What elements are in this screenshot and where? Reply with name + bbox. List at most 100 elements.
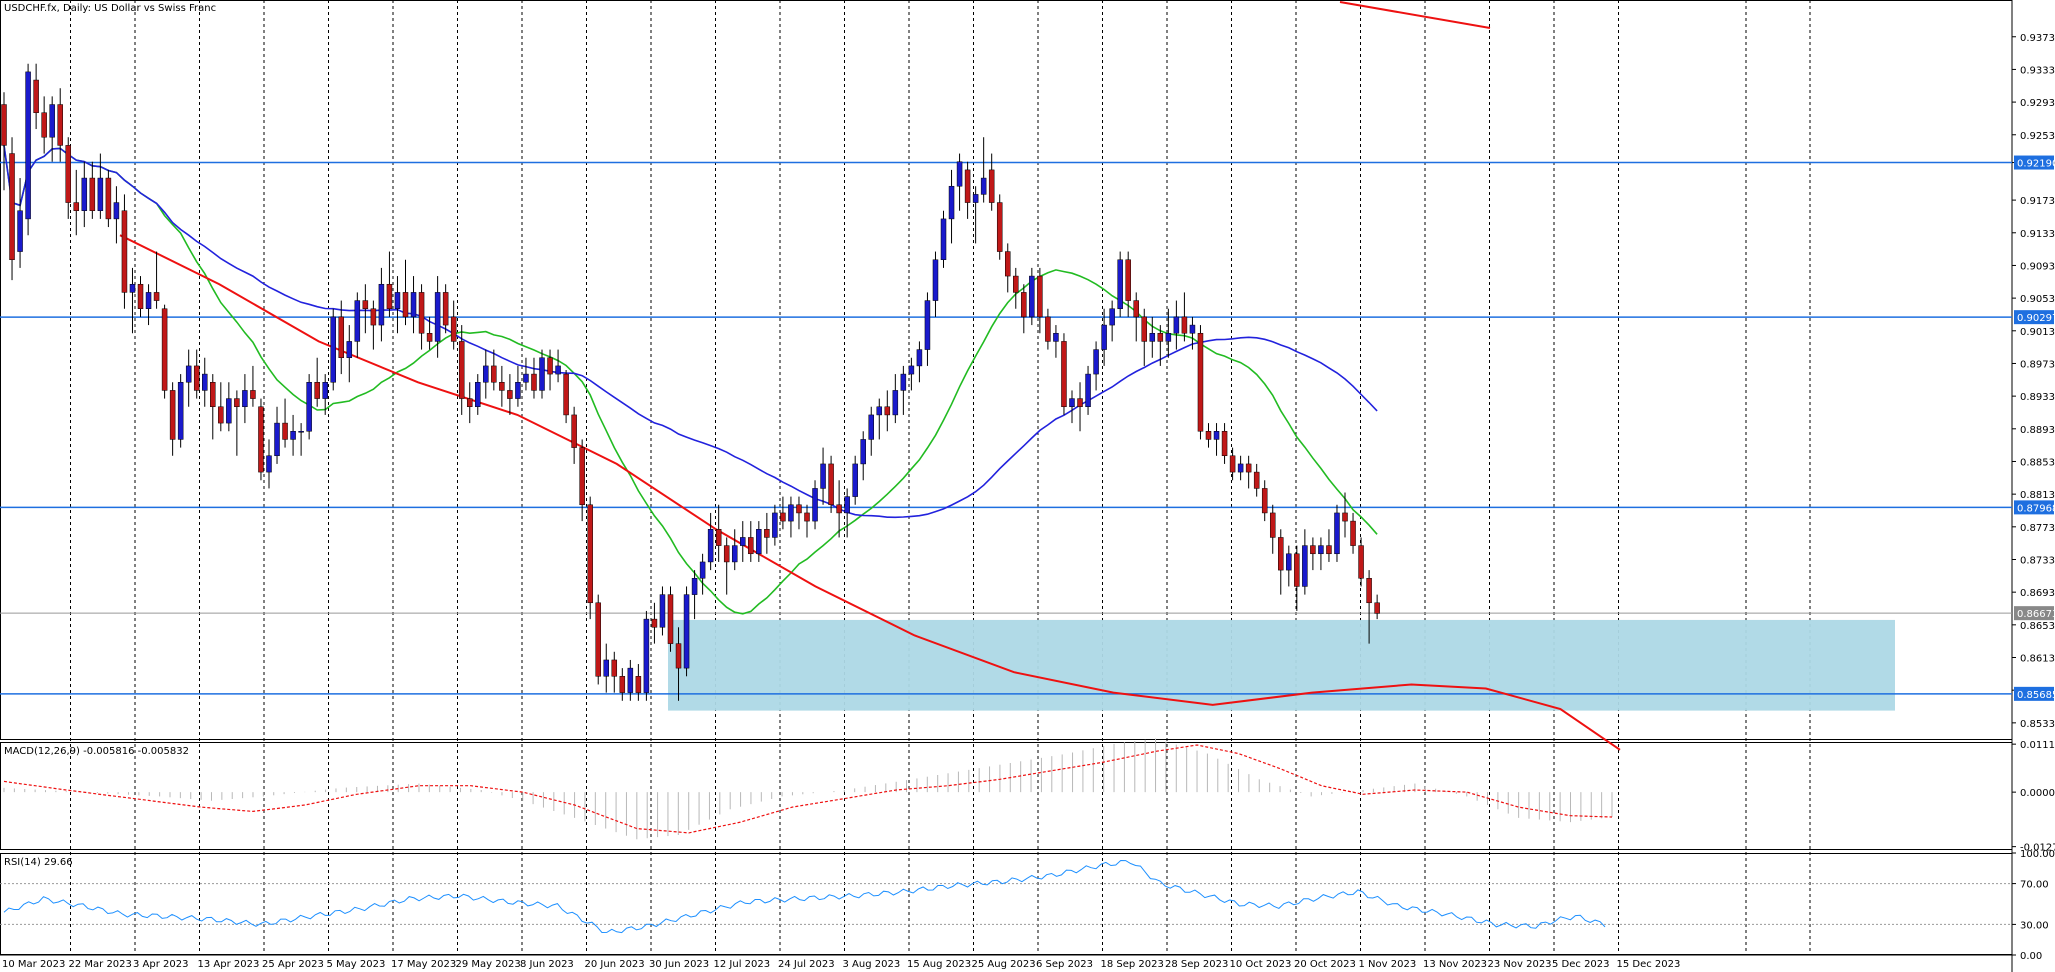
macd-label: MACD(12,26,9) -0.005816 -0.005832 <box>4 746 189 757</box>
candle-body <box>748 537 754 555</box>
candle-body <box>820 463 826 489</box>
candle-body <box>65 145 71 203</box>
rsi-label: RSI(14) 29.66 <box>4 857 73 868</box>
candle-body <box>1302 545 1308 587</box>
candle-body <box>475 382 481 408</box>
candle-body <box>306 382 312 432</box>
candle-body <box>274 422 280 457</box>
candle-body <box>772 512 778 538</box>
candle-body <box>210 382 216 408</box>
level-tag <box>2014 310 2054 325</box>
level-label: 0.92190 <box>2017 159 2055 170</box>
y-tick-label: 30.00 <box>2020 920 2049 931</box>
candle-body <box>691 578 698 595</box>
candle-body <box>1085 373 1091 408</box>
candle-body <box>418 292 425 334</box>
candle-body <box>290 431 296 440</box>
candle-body <box>603 659 609 677</box>
candle-body <box>635 676 642 693</box>
rsi-pane: 100.00 70.00 30.00 0.00 <box>0 849 2055 962</box>
candle-body <box>764 529 770 538</box>
candle-body <box>1 104 7 146</box>
candle-body <box>442 292 449 326</box>
x-tick-label: 3 Aug 2023 <box>843 959 901 970</box>
candle-body <box>868 414 874 440</box>
candle-body <box>1037 275 1043 318</box>
candle-body <box>153 292 160 301</box>
candle-body <box>1229 455 1236 473</box>
candle-body <box>49 104 55 138</box>
chart-title: USDCHF.fx, Daily: US Dollar vs Swiss Fra… <box>4 3 216 14</box>
candle-body <box>1173 316 1180 334</box>
candle-body <box>1326 545 1332 555</box>
candle-body <box>1294 553 1300 587</box>
level-label: 0.90297 <box>2017 313 2055 324</box>
x-tick-label: 20 Oct 2023 <box>1294 959 1356 970</box>
candle-body <box>1117 259 1123 309</box>
candle-body <box>1237 463 1244 473</box>
candle-body <box>707 529 714 563</box>
candle-body <box>1310 545 1316 555</box>
candle-body <box>515 382 521 399</box>
candle-body <box>1141 316 1148 342</box>
candle-body <box>699 561 706 579</box>
candle-body <box>1165 332 1172 342</box>
candle-body <box>17 210 23 252</box>
ma-medium-line <box>3 145 1378 519</box>
candle-body <box>1181 316 1188 334</box>
candle-body <box>89 177 96 211</box>
candle-body <box>1157 332 1164 342</box>
pane-frame <box>0 742 2013 850</box>
candle-body <box>1061 341 1067 408</box>
candle-body <box>370 308 377 326</box>
ma-fast-line <box>3 145 1378 615</box>
candle-body <box>852 463 858 497</box>
rsi-line <box>3 859 1606 934</box>
candle-body <box>740 537 746 546</box>
candle-body <box>884 406 891 416</box>
candle-body <box>81 177 88 211</box>
candle-body <box>346 341 353 358</box>
candle-body <box>242 390 248 408</box>
macd-histogram <box>3 738 1613 840</box>
y-tick-label: 0.000000 <box>2020 788 2055 799</box>
candle-body <box>25 71 31 220</box>
x-tick-label: 10 Mar 2023 <box>2 959 65 970</box>
candle-body <box>924 300 931 350</box>
candle-body <box>1005 251 1011 277</box>
candle-body <box>675 643 682 669</box>
x-tick-label: 18 Sep 2023 <box>1101 959 1164 970</box>
candle-body <box>1286 553 1292 571</box>
candle-body <box>1109 308 1115 326</box>
candle-body <box>860 439 866 465</box>
candle-body <box>426 332 433 342</box>
candle-body <box>659 594 666 628</box>
candle-body <box>876 406 883 416</box>
candle-body <box>1197 332 1204 432</box>
candle-body <box>780 512 786 522</box>
candle-body <box>1149 332 1156 342</box>
macd-signal-line <box>3 744 1613 834</box>
candle-body <box>1253 471 1260 489</box>
candle-body <box>378 283 385 326</box>
candle-body <box>250 390 256 399</box>
candle-body <box>282 422 288 440</box>
x-tick-label: 22 Mar 2023 <box>69 959 132 970</box>
candle-body <box>322 382 328 399</box>
ma-slow-line <box>1339 1 1491 29</box>
candle-body <box>314 382 320 399</box>
y-tick-label: 0.011198 <box>2020 740 2055 751</box>
candle-body <box>547 357 553 375</box>
x-tick-label: 12 Jul 2023 <box>714 959 771 970</box>
candle-body <box>483 365 489 383</box>
x-tick-label: 5 May 2023 <box>327 959 386 970</box>
candle-body <box>1278 537 1284 571</box>
candle-body <box>1053 332 1059 342</box>
candle-body <box>1069 398 1075 408</box>
x-tick-label: 25 Aug 2023 <box>972 959 1036 970</box>
